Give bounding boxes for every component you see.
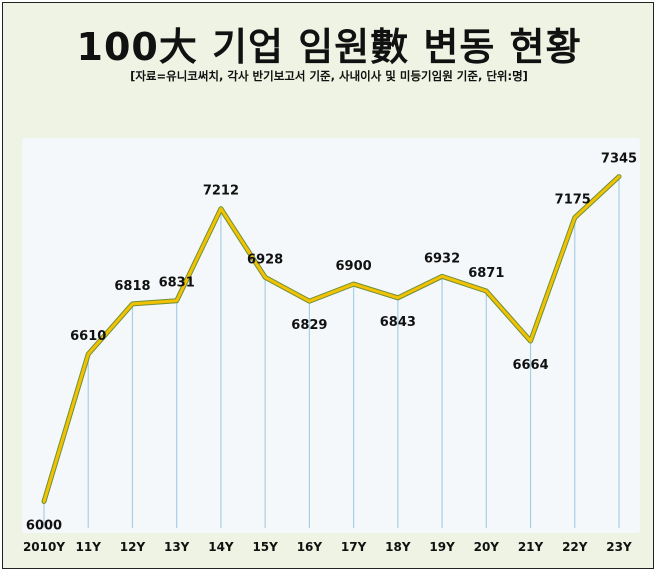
data-label: 6829: [291, 318, 327, 333]
x-tick-label: 18Y: [385, 540, 411, 554]
data-label: 6000: [26, 518, 62, 533]
data-label: 7212: [203, 184, 239, 199]
x-tick-label: 19Y: [429, 540, 455, 554]
plot-area: [22, 138, 640, 533]
data-label: 7345: [601, 152, 637, 167]
data-label: 6928: [247, 252, 283, 267]
data-label: 6664: [512, 358, 548, 373]
data-label: 6610: [70, 329, 106, 344]
x-tick-label: 14Y: [208, 540, 234, 554]
series-line: [42, 175, 621, 503]
x-tick-label: 12Y: [120, 540, 146, 554]
data-label: 6818: [114, 279, 150, 294]
chart-title: 100大 기업 임원數 변동 현황: [76, 25, 582, 69]
x-tick-label: 22Y: [562, 540, 588, 554]
x-tick-label: 15Y: [252, 540, 278, 554]
data-label: 6831: [159, 276, 195, 291]
data-label: 6900: [336, 259, 372, 274]
data-label: 6843: [380, 315, 416, 330]
data-label: 6932: [424, 251, 460, 266]
data-label: 6871: [468, 266, 504, 281]
x-tick-label: 23Y: [606, 540, 632, 554]
x-tick-label: 11Y: [76, 540, 102, 554]
x-tick-label: 2010Y: [23, 540, 65, 554]
data-label: 7175: [555, 193, 591, 208]
chart-source-note: [자료=유니코써치, 각사 반기보고서 기준, 사내이사 및 미등기임원 기준,…: [130, 69, 528, 83]
x-tick-label: 16Y: [297, 540, 323, 554]
x-tick-label: 13Y: [164, 540, 190, 554]
x-tick-label: 20Y: [474, 540, 500, 554]
x-tick-label: 21Y: [518, 540, 544, 554]
x-tick-label: 17Y: [341, 540, 367, 554]
